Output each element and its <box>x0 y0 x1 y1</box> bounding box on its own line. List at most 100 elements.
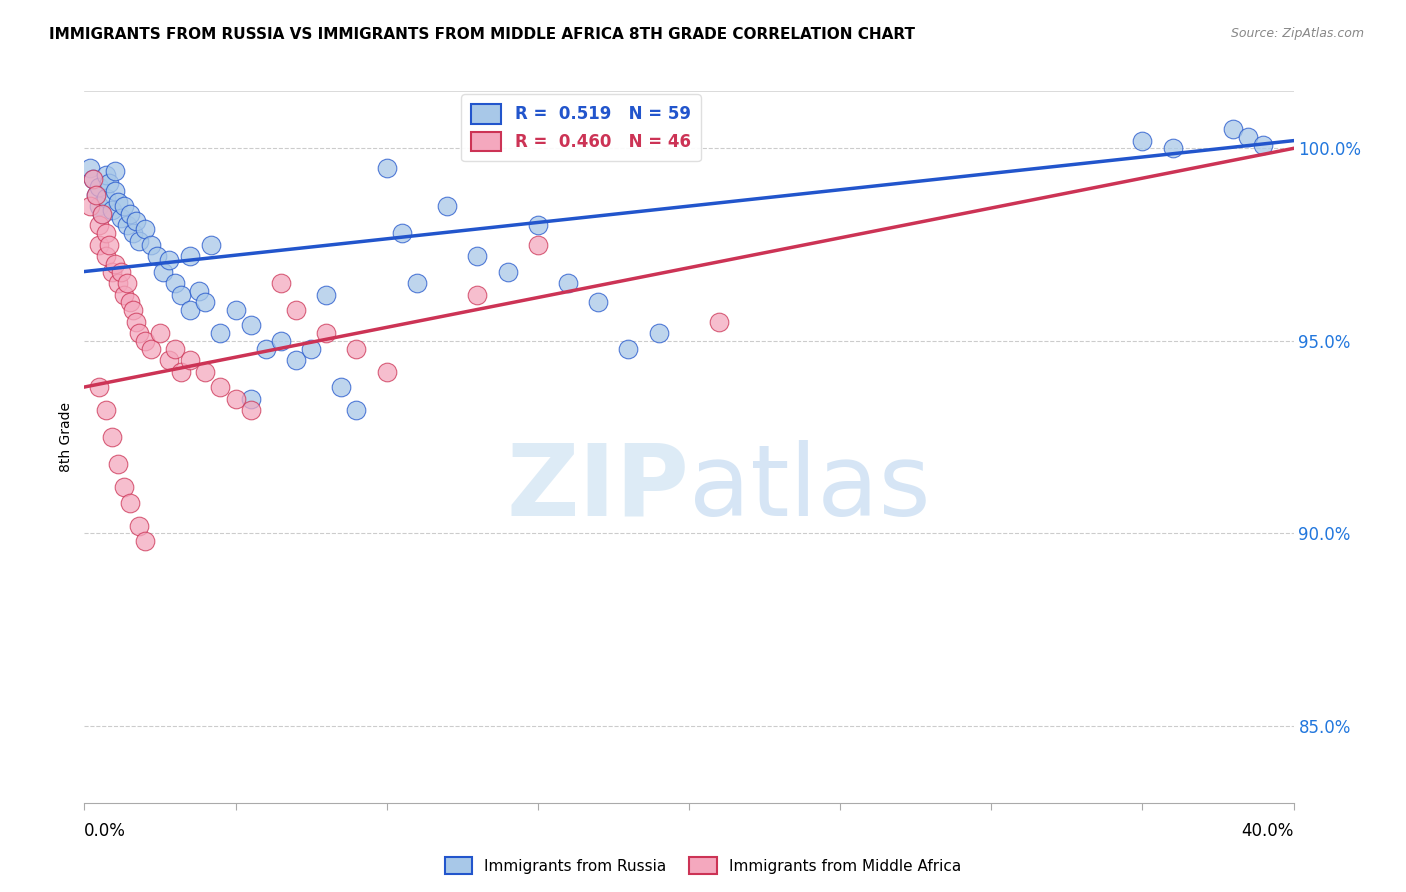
Point <box>467 287 489 301</box>
Point <box>188 284 211 298</box>
Point <box>139 237 162 252</box>
Point <box>1253 137 1275 152</box>
Point <box>315 287 337 301</box>
Point <box>496 264 519 278</box>
Text: ZIP: ZIP <box>506 440 689 537</box>
Point <box>118 295 141 310</box>
Text: 0.0%: 0.0% <box>84 822 127 840</box>
Point <box>1132 134 1154 148</box>
Point <box>165 276 187 290</box>
Legend: R =  0.519   N = 59, R =  0.460   N = 46: R = 0.519 N = 59, R = 0.460 N = 46 <box>461 95 700 161</box>
Point <box>391 226 413 240</box>
Point <box>112 480 135 494</box>
Point <box>239 403 262 417</box>
Point <box>149 326 172 340</box>
Legend: Immigrants from Russia, Immigrants from Middle Africa: Immigrants from Russia, Immigrants from … <box>439 851 967 880</box>
Point <box>165 342 187 356</box>
Text: Source: ZipAtlas.com: Source: ZipAtlas.com <box>1230 27 1364 40</box>
Point <box>225 392 247 406</box>
Point <box>94 169 117 183</box>
Point <box>436 199 458 213</box>
Point <box>79 161 101 175</box>
Point <box>239 318 262 333</box>
Point <box>527 219 550 233</box>
Point <box>121 303 143 318</box>
Text: 40.0%: 40.0% <box>1241 822 1294 840</box>
Point <box>179 353 201 368</box>
Point <box>82 172 104 186</box>
Point <box>194 365 217 379</box>
Point <box>157 353 180 368</box>
Point <box>110 264 132 278</box>
Point <box>406 276 429 290</box>
Point <box>97 237 120 252</box>
Point <box>1237 129 1260 144</box>
Point <box>94 226 117 240</box>
Point <box>107 457 129 471</box>
Point <box>299 342 322 356</box>
Point <box>152 264 174 278</box>
Point <box>115 276 138 290</box>
Point <box>128 234 150 248</box>
Point <box>100 430 122 444</box>
Point <box>112 287 135 301</box>
Point <box>115 219 138 233</box>
Point <box>104 257 127 271</box>
Point <box>270 334 292 348</box>
Point <box>467 249 489 263</box>
Point <box>89 219 111 233</box>
Point <box>110 211 132 225</box>
Point <box>97 176 120 190</box>
Point <box>709 315 731 329</box>
Point <box>1222 122 1244 136</box>
Point <box>128 326 150 340</box>
Point <box>157 252 180 267</box>
Point <box>330 380 353 394</box>
Point <box>89 237 111 252</box>
Point <box>134 222 156 236</box>
Point <box>89 179 111 194</box>
Point <box>648 326 671 340</box>
Point <box>94 403 117 417</box>
Point <box>179 303 201 318</box>
Point <box>134 334 156 348</box>
Point <box>557 276 579 290</box>
Point <box>254 342 277 356</box>
Point <box>91 207 114 221</box>
Point <box>89 199 111 213</box>
Point <box>125 214 148 228</box>
Point <box>107 276 129 290</box>
Point <box>112 199 135 213</box>
Text: atlas: atlas <box>689 440 931 537</box>
Point <box>94 249 117 263</box>
Text: IMMIGRANTS FROM RUSSIA VS IMMIGRANTS FROM MIDDLE AFRICA 8TH GRADE CORRELATION CH: IMMIGRANTS FROM RUSSIA VS IMMIGRANTS FRO… <box>49 27 915 42</box>
Point <box>270 276 292 290</box>
Point <box>194 295 217 310</box>
Point <box>346 342 368 356</box>
Point <box>100 264 122 278</box>
Point <box>146 249 169 263</box>
Point <box>588 295 610 310</box>
Point <box>134 534 156 549</box>
Point <box>225 303 247 318</box>
Point <box>617 342 640 356</box>
Point <box>239 392 262 406</box>
Point <box>107 195 129 210</box>
Point <box>86 187 108 202</box>
Point <box>82 172 104 186</box>
Point <box>200 237 222 252</box>
Point <box>1161 141 1184 155</box>
Point <box>79 199 101 213</box>
Point <box>94 191 117 205</box>
Point <box>139 342 162 356</box>
Point <box>91 207 114 221</box>
Point <box>285 353 308 368</box>
Point <box>100 202 122 217</box>
Point <box>527 237 550 252</box>
Point <box>86 187 108 202</box>
Point <box>128 518 150 533</box>
Point <box>89 380 111 394</box>
Point <box>118 495 141 509</box>
Point <box>125 315 148 329</box>
Point <box>346 403 368 417</box>
